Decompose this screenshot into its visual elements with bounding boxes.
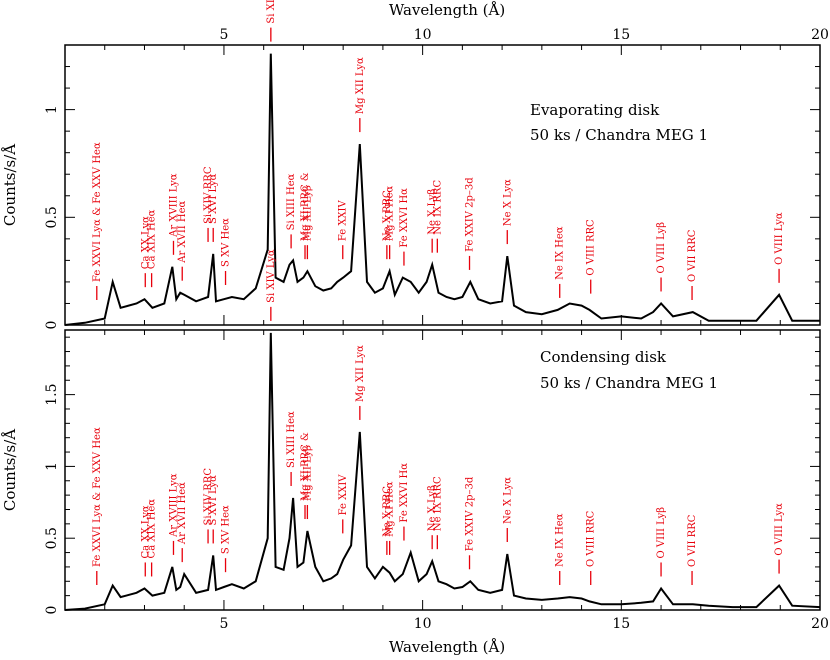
line-id-label: Mg XII Lyα xyxy=(355,345,366,402)
x-tick-label: 15 xyxy=(612,616,630,632)
y-tick-label: 1 xyxy=(44,105,60,114)
line-id-label: Fe XXVI Lyα & Fe XXV Heα xyxy=(92,427,103,567)
line-id-label: Ne X Lyβ xyxy=(427,485,438,531)
bottom-panel-ylabel: Counts/s/Å xyxy=(1,429,19,511)
line-id-label: Mg XII Lyβ xyxy=(302,445,313,501)
line-id-label: Fe XXIV 2p–3d xyxy=(465,476,476,551)
line-id-label: Si XIII Heα xyxy=(286,411,297,468)
y-tick-label: 0.5 xyxy=(44,527,60,549)
line-id-label: S XVI Lyα xyxy=(208,475,219,526)
line-id-label: Si XIV RRC xyxy=(203,166,214,224)
top-panel-frame xyxy=(64,44,821,326)
y-tick-label: 1 xyxy=(44,462,60,471)
line-id-label: Mg XII Lyβ xyxy=(302,185,313,241)
line-id-label: Ne IX Heα xyxy=(555,226,566,280)
x-tick-label: 5 xyxy=(219,27,228,43)
line-id-label: S XV Heα xyxy=(221,505,232,554)
line-id-label: S XVI Lyα xyxy=(208,173,219,224)
line-id-label: O VIII Lyβ xyxy=(656,222,667,274)
line-id-label: Mg XI RRC & xyxy=(300,172,311,241)
line-id-label: Ca XX Lyα xyxy=(140,216,151,269)
y-tick-label: 0 xyxy=(44,321,60,330)
x-tick-label: 5 xyxy=(219,616,228,632)
line-id-label: Si XIV RRC xyxy=(203,468,214,526)
top-panel-annotation-2: 50 ks / Chandra MEG 1 xyxy=(530,126,708,144)
line-id-label: Ca XIX Heα xyxy=(147,209,158,269)
line-id-label: Ca XX Lyα xyxy=(140,505,151,558)
line-id-label: Ne X Lyβ xyxy=(427,188,438,234)
x-tick-label: 10 xyxy=(414,616,432,632)
line-id-label: Mg XI Heα xyxy=(385,185,396,241)
line-id-label: Ne IX RRC xyxy=(432,476,443,531)
spectrum-line-condensing xyxy=(64,332,821,611)
line-id-label: Si XIV Lyα xyxy=(266,0,277,24)
x-tick-label: 20 xyxy=(811,27,829,43)
line-id-label: Ne X Lyα xyxy=(502,179,513,226)
y-tick-label: 1.5 xyxy=(44,383,60,405)
line-id-label: Ar XVIII Lyα xyxy=(168,173,179,238)
line-id-label: Ar XVII Heα xyxy=(177,200,188,263)
spectrum-line-evaporating xyxy=(64,53,820,326)
line-id-label: Fe XXVI Hα xyxy=(399,463,410,523)
line-id-label: Fe XXIV xyxy=(338,474,349,516)
line-id-label: O VII RRC xyxy=(687,514,698,567)
line-id-label: O VIII Lyα xyxy=(774,212,785,265)
x-tick-label: 10 xyxy=(414,27,432,43)
line-id-label: O VIII Lyα xyxy=(774,503,785,556)
line-id-label: Mg XI RRC & xyxy=(300,432,311,501)
line-id-label: Ne IX RRC xyxy=(432,180,443,235)
line-id-label: Ar XVII Heα xyxy=(177,482,188,545)
bottom-panel-ticks: 0 0.5 1 1.5 5 10 15 20 xyxy=(44,330,829,632)
panel-condensing: 0 0.5 1 1.5 5 10 15 20 Fe XXVI Lyα & Fe XXV Heα… xyxy=(1,249,829,632)
line-id-label: Si XIII Heα xyxy=(286,173,297,230)
line-id-label: O VIII Lyβ xyxy=(656,507,667,559)
line-id-label: Ne X RRC xyxy=(382,486,393,537)
line-id-label: O VIII RRC xyxy=(586,510,597,567)
line-id-label: S XV Heα xyxy=(221,218,232,267)
line-id-label: Ne X RRC xyxy=(382,190,393,241)
bottom-panel-annotation-1: Condensing disk xyxy=(540,348,667,366)
line-id-label: Fe XXVI Hα xyxy=(399,188,410,248)
line-id-label: Mg XI Heα xyxy=(385,481,396,537)
line-id-label: Ne X Lyα xyxy=(502,477,513,524)
line-id-label: O VIII RRC xyxy=(586,219,597,276)
y-tick-label: 0 xyxy=(44,606,60,615)
bottom-axis-title: Wavelength (Å) xyxy=(389,638,505,656)
x-tick-label: 20 xyxy=(811,616,829,632)
panel-evaporating: 00.515 10 15 20 Fe XXVI Lyα & Fe XXV Heα Ca … xyxy=(1,0,829,329)
line-id-label: Ne IX Heα xyxy=(555,513,566,567)
line-id-label: Mg XII Lyα xyxy=(355,57,366,114)
x-tick-label: 15 xyxy=(612,27,630,43)
bottom-panel-frame xyxy=(64,329,821,611)
y-tick-label: 0.5 xyxy=(44,206,60,228)
line-id-label: Fe XXIV xyxy=(338,199,349,241)
line-id-label: Ca XIX Heα xyxy=(147,499,158,559)
bottom-panel-annotation-2: 50 ks / Chandra MEG 1 xyxy=(540,374,718,392)
top-axis-title: Wavelength (Å) xyxy=(389,1,505,19)
line-id-label: Fe XXIV 2p–3d xyxy=(465,177,476,252)
top-panel-annotation-1: Evaporating disk xyxy=(530,101,660,119)
line-id-label: Si XIV Lyα xyxy=(266,249,277,303)
top-panel-ylabel: Counts/s/Å xyxy=(1,144,19,226)
line-id-label: O VII RRC xyxy=(687,229,698,282)
line-id-label: Ar XVIII Lyα xyxy=(168,473,179,538)
line-id-label: Fe XXVI Lyα & Fe XXV Heα xyxy=(92,142,103,282)
